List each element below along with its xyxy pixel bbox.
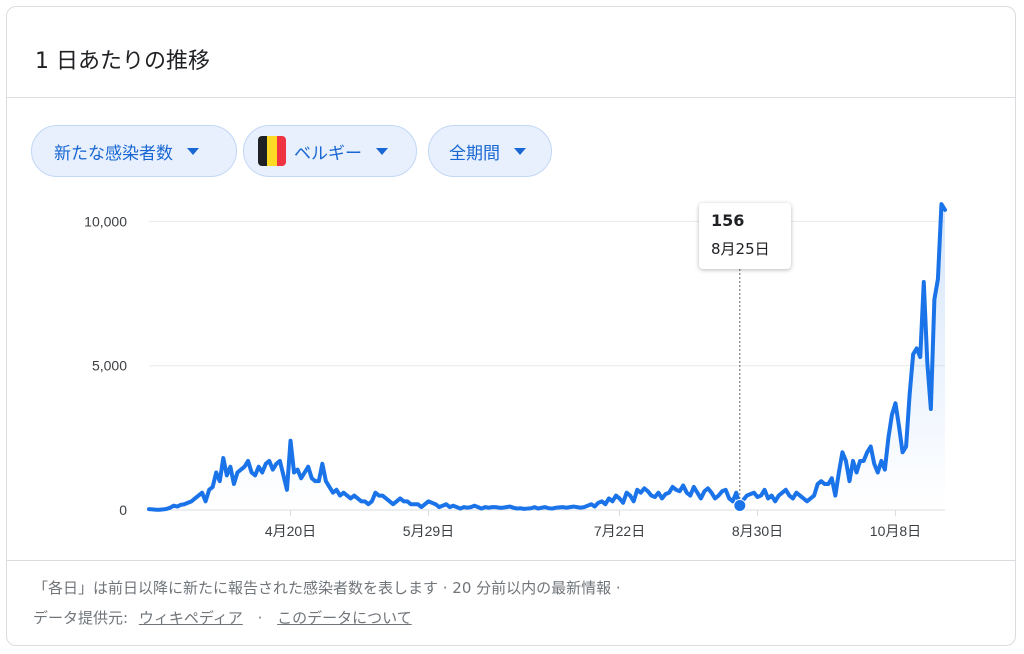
footer-source-row: データ提供元: ウィキペディア · このデータについて	[33, 607, 412, 628]
wikipedia-link[interactable]: ウィキペディア	[138, 609, 243, 627]
y-tick-label: 0	[119, 502, 127, 518]
chevron-down-icon	[514, 147, 526, 155]
x-tick-label: 7月22日	[594, 523, 645, 539]
series-line	[147, 202, 947, 512]
card-title: 1 日あたりの推移	[35, 49, 210, 74]
highlight-point[interactable]	[733, 498, 747, 512]
y-tick-label: 5,000	[92, 358, 127, 374]
x-axis-ticks: 4月20日 5月29日 7月22日 8月30日 10月8日	[265, 510, 921, 539]
y-axis-ticks: 0 5,000 10,000	[84, 213, 127, 518]
x-tick-label: 4月20日	[265, 523, 316, 539]
belgium-flag-icon	[258, 136, 286, 166]
x-tick-label: 10月8日	[870, 523, 921, 539]
flag-stripe-black	[258, 136, 268, 166]
about-data-link[interactable]: このデータについて	[277, 609, 412, 627]
country-dropdown[interactable]: ベルギー	[243, 125, 417, 177]
footer-divider	[7, 560, 1015, 561]
footer-separator: ·	[257, 609, 263, 627]
daily-cases-chart: 0 5,000 10,000 4月20日 5月29日 7月22日 8月30日 10月8日	[84, 202, 947, 539]
tooltip-value: 156	[711, 211, 745, 230]
x-tick-label: 8月30日	[732, 523, 783, 539]
flag-stripe-red	[276, 136, 286, 166]
header-divider	[7, 97, 1015, 98]
metric-dropdown-label: 新たな感染者数	[54, 143, 173, 164]
footer-note: 「各日」は前日以降に新たに報告された感染者数を表します · 20 分前以内の最新…	[33, 579, 621, 597]
tooltip-date: 8月25日	[711, 240, 770, 258]
source-label: データ提供元:	[33, 609, 129, 627]
metric-dropdown[interactable]: 新たな感染者数	[31, 125, 237, 177]
chart-tooltip: 156 8月25日	[699, 203, 791, 269]
flag-stripe-yellow	[267, 136, 277, 166]
daily-trend-card: 1 日あたりの推移 新たな感染者数 ベルギー 全期間 0 5,000 10,000 …	[6, 6, 1016, 646]
y-tick-label: 10,000	[84, 213, 127, 229]
x-tick-label: 5月29日	[403, 523, 454, 539]
chevron-down-icon	[187, 147, 199, 155]
period-dropdown[interactable]: 全期間	[428, 125, 552, 177]
series-area	[149, 204, 945, 511]
country-dropdown-label: ベルギー	[294, 143, 362, 164]
chevron-down-icon	[376, 147, 388, 155]
period-dropdown-label: 全期間	[449, 143, 500, 164]
